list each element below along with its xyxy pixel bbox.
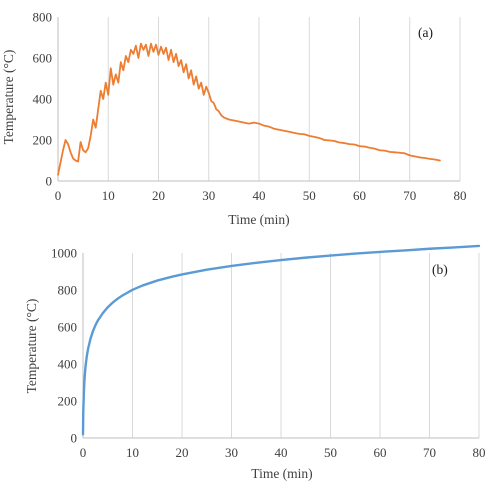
panel-a-x-tick-label: 30: [202, 188, 215, 203]
panel-b-y-tick-label: 400: [58, 357, 78, 372]
panel-a-x-tick-label: 80: [454, 188, 467, 203]
panel-b-x-axis-label: Time (min): [251, 466, 312, 481]
panel-a-series-line: [57, 42, 441, 176]
panel-b-x-tick-label: 40: [275, 445, 288, 460]
panel-b-x-tick-label: 60: [374, 445, 387, 460]
panel-b-label: (b): [432, 262, 448, 277]
panel-b-x-tick-label: 20: [176, 445, 189, 460]
panel-b-x-tick-label: 50: [324, 445, 337, 460]
panel-b-y-tick-label: 1000: [51, 246, 77, 261]
panel-a-y-tick-label: 0: [46, 174, 53, 189]
panel-a-x-tick-label: 0: [55, 188, 62, 203]
panel-b-x-tick-label: 70: [423, 445, 436, 460]
panel-b-y-tick-label: 800: [58, 283, 78, 298]
panel-a-y-axis-label: Temperature (°C): [1, 50, 16, 145]
panel-b-y-tick-label: 0: [71, 431, 78, 446]
panel-b-x-tick-label: 0: [80, 445, 87, 460]
panel-a-x-tick-label: 20: [152, 188, 165, 203]
panel-a-x-tick-label: 50: [303, 188, 316, 203]
panel-b-x-tick-label: 30: [225, 445, 238, 460]
panel-b-series-line: [81, 244, 481, 436]
panel-a-label: (a): [418, 25, 433, 40]
panel-b-y-tick-label: 600: [58, 320, 78, 335]
panel-a-y-tick-label: 400: [33, 92, 53, 107]
panel-b-x-tick-label: 80: [473, 445, 486, 460]
panel-a-y-tick-label: 800: [33, 10, 53, 25]
panel-a-y-tick-label: 200: [33, 133, 53, 148]
panel-a-x-tick-label: 10: [102, 188, 115, 203]
panel-b-y-axis-label: Temperature (°C): [24, 299, 39, 394]
panel-a-x-tick-label: 60: [353, 188, 366, 203]
panel-a-y-tick-label: 600: [33, 51, 53, 66]
panel-a-x-tick-label: 70: [403, 188, 416, 203]
panel-a-x-tick-label: 40: [253, 188, 266, 203]
panel-b-y-tick-label: 200: [58, 394, 78, 409]
panel-a-x-axis-label: Time (min): [228, 212, 289, 227]
panel-b-x-tick-label: 10: [126, 445, 139, 460]
